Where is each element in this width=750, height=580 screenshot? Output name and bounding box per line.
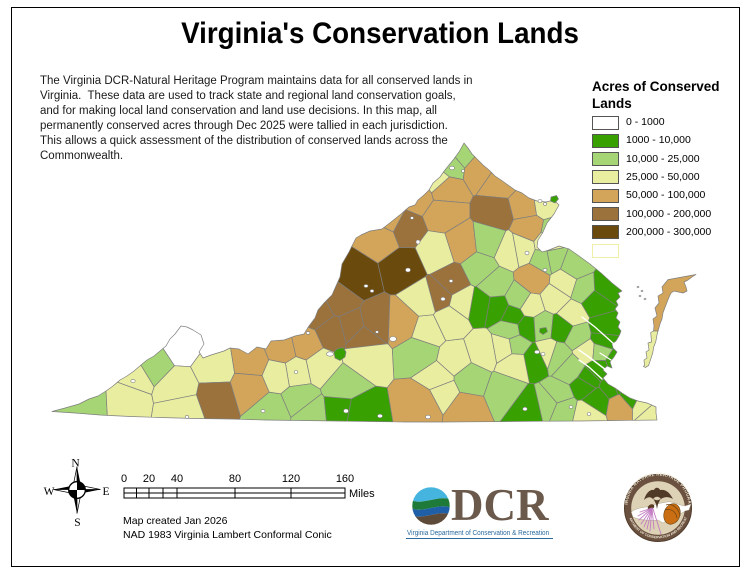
svg-text:W: W	[44, 486, 55, 498]
svg-text:Miles: Miles	[349, 488, 375, 500]
svg-text:20: 20	[143, 473, 155, 485]
svg-text:40: 40	[171, 473, 183, 485]
svg-text:DCR: DCR	[451, 480, 549, 530]
svg-text:E: E	[102, 486, 109, 498]
svg-text:160: 160	[336, 473, 354, 485]
svg-text:N: N	[71, 458, 80, 470]
svg-text:120: 120	[282, 473, 300, 485]
svg-text:80: 80	[229, 473, 241, 485]
svg-text:0: 0	[121, 473, 127, 485]
svg-text:S: S	[74, 517, 80, 529]
